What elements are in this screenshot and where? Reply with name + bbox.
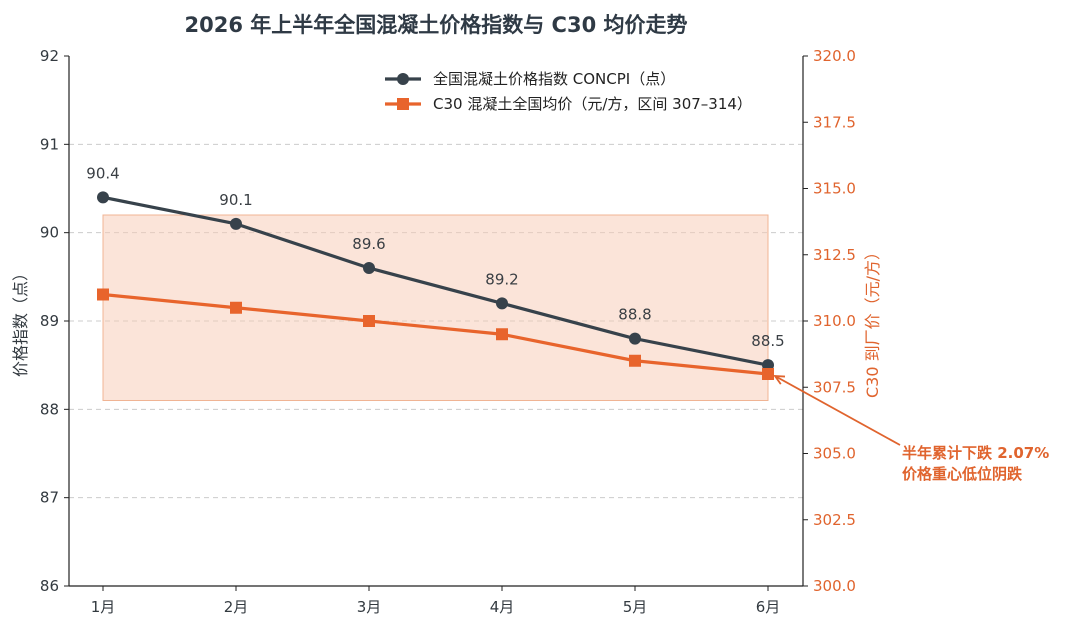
series-2-point (230, 301, 242, 314)
right-axis-label: C30 到厂价（元/方） (863, 244, 882, 398)
series-2-point (97, 288, 109, 301)
right-tick-label: 320.0 (813, 47, 856, 65)
right-tick-label: 315.0 (813, 180, 856, 198)
series-2-point (496, 328, 508, 341)
series-line-2 (101, 292, 770, 376)
left-tick-label: 88 (40, 400, 59, 418)
price-range-band-rect (102, 214, 769, 401)
x-tick-label: 2月 (224, 598, 249, 616)
data-labels: 90.4 90.1 89.6 89.2 88.8 88.5 (86, 164, 784, 350)
series-2-point (629, 354, 641, 367)
right-tick-label: 302.5 (813, 511, 856, 529)
axes: 86 87 88 89 90 91 92 300.0 302.5 305.0 307.5 310.0 3… (11, 47, 882, 616)
data-label: 89.6 (352, 235, 385, 253)
x-tick-label: 3月 (357, 598, 382, 616)
data-label: 88.8 (618, 306, 651, 324)
annotation-arrow-line (774, 375, 901, 446)
legend: 全国混凝土价格指数 CONCPI（点） C30 混凝土全国均价（元/方，区间 30… (385, 70, 752, 113)
series-2-point (762, 368, 774, 380)
legend-label: 全国混凝土价格指数 CONCPI（点） (433, 70, 675, 88)
right-tick-label: 307.5 (813, 378, 856, 396)
data-label: 89.2 (485, 270, 518, 288)
x-tick-label: 6月 (756, 598, 781, 616)
x-tick-label: 5月 (623, 598, 648, 616)
legend-marker (397, 73, 409, 85)
series-1-point (629, 332, 641, 345)
series-1-point (363, 262, 375, 274)
right-tick-label: 312.5 (813, 246, 856, 264)
x-tick-label: 4月 (490, 598, 515, 616)
right-tick-label: 310.0 (813, 312, 856, 330)
data-label: 90.1 (219, 191, 252, 209)
left-tick-label: 91 (40, 135, 59, 153)
annotation: 半年累计下跌 2.07% 价格重心低位阴跌 (773, 375, 1049, 483)
left-tick-label: 87 (40, 489, 59, 507)
series-line-1 (101, 195, 770, 367)
left-tick-label: 89 (40, 312, 59, 330)
series-1-point (97, 191, 109, 204)
series-layer (97, 191, 774, 380)
data-label: 88.5 (751, 332, 784, 350)
price-range-band (102, 214, 769, 401)
left-tick-label: 92 (40, 47, 59, 65)
annotation-text: 半年累计下跌 2.07% (902, 444, 1049, 462)
annotation-text: 价格重心低位阴跌 (902, 465, 1023, 483)
legend-label: C30 混凝土全国均价（元/方，区间 307–314） (433, 95, 752, 113)
series-1-point (496, 297, 508, 310)
right-tick-label: 305.0 (813, 445, 856, 463)
left-tick-label: 90 (40, 224, 59, 242)
left-tick-label: 86 (40, 577, 59, 595)
annotation-arrow-head (773, 375, 786, 385)
x-tick-label: 1月 (91, 598, 116, 616)
chart-title: 2026 年上半年全国混凝土价格指数与 C30 均价走势 (184, 13, 687, 37)
data-label: 90.4 (86, 164, 119, 182)
legend-marker (397, 98, 409, 110)
left-axis-label: 价格指数（点） (11, 265, 30, 377)
right-tick-label: 317.5 (813, 113, 856, 131)
series-2-point (363, 315, 375, 327)
series-1-point (230, 217, 242, 230)
right-tick-label: 300.0 (813, 577, 856, 595)
